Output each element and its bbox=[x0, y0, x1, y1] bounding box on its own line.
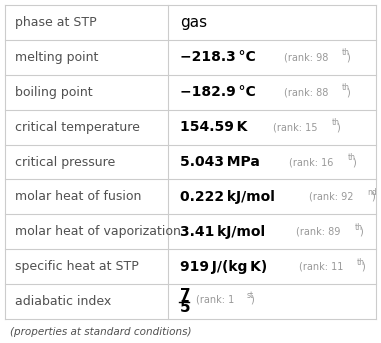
Text: ): ) bbox=[371, 192, 375, 202]
Text: st: st bbox=[246, 291, 253, 300]
Text: th: th bbox=[347, 153, 355, 162]
Text: (rank: 98: (rank: 98 bbox=[284, 52, 328, 62]
Text: molar heat of vaporization: molar heat of vaporization bbox=[15, 225, 181, 238]
Text: (rank: 89: (rank: 89 bbox=[296, 227, 341, 237]
Text: 5: 5 bbox=[180, 300, 191, 315]
Text: 154.59 K: 154.59 K bbox=[180, 120, 248, 134]
Text: gas: gas bbox=[180, 15, 207, 30]
Text: adiabatic index: adiabatic index bbox=[15, 295, 111, 308]
Text: (properties at standard conditions): (properties at standard conditions) bbox=[10, 327, 192, 337]
Text: ): ) bbox=[359, 227, 363, 237]
Text: th: th bbox=[354, 223, 362, 232]
Text: (rank: 92: (rank: 92 bbox=[309, 192, 353, 202]
Text: ): ) bbox=[347, 52, 351, 62]
Text: −218.3 °C: −218.3 °C bbox=[180, 50, 256, 64]
Text: critical temperature: critical temperature bbox=[15, 121, 140, 134]
Text: molar heat of fusion: molar heat of fusion bbox=[15, 190, 141, 203]
Text: specific heat at STP: specific heat at STP bbox=[15, 260, 139, 273]
Text: 5.043 MPa: 5.043 MPa bbox=[180, 155, 260, 169]
Text: nd: nd bbox=[367, 188, 377, 197]
Text: melting point: melting point bbox=[15, 51, 98, 64]
Text: (rank: 11: (rank: 11 bbox=[299, 262, 343, 272]
Text: boiling point: boiling point bbox=[15, 86, 93, 99]
Text: (rank: 16: (rank: 16 bbox=[289, 157, 334, 167]
Text: ): ) bbox=[347, 87, 351, 97]
Text: (rank: 1: (rank: 1 bbox=[196, 295, 234, 305]
Text: (rank: 15: (rank: 15 bbox=[273, 122, 318, 132]
Text: ): ) bbox=[352, 157, 356, 167]
Text: th: th bbox=[357, 258, 365, 267]
Text: ): ) bbox=[250, 295, 254, 305]
Text: 0.222 kJ/mol: 0.222 kJ/mol bbox=[180, 190, 275, 204]
Text: th: th bbox=[342, 48, 350, 57]
Text: (rank: 88: (rank: 88 bbox=[284, 87, 328, 97]
Text: ): ) bbox=[362, 262, 365, 272]
Text: 7: 7 bbox=[180, 288, 191, 303]
Text: phase at STP: phase at STP bbox=[15, 16, 97, 29]
Text: th: th bbox=[342, 83, 350, 92]
Text: 3.41 kJ/mol: 3.41 kJ/mol bbox=[180, 225, 265, 239]
Text: th: th bbox=[331, 118, 339, 127]
Text: −182.9 °C: −182.9 °C bbox=[180, 85, 256, 99]
Text: ): ) bbox=[336, 122, 340, 132]
Text: critical pressure: critical pressure bbox=[15, 155, 115, 168]
Text: 919 J/(kg K): 919 J/(kg K) bbox=[180, 260, 267, 274]
